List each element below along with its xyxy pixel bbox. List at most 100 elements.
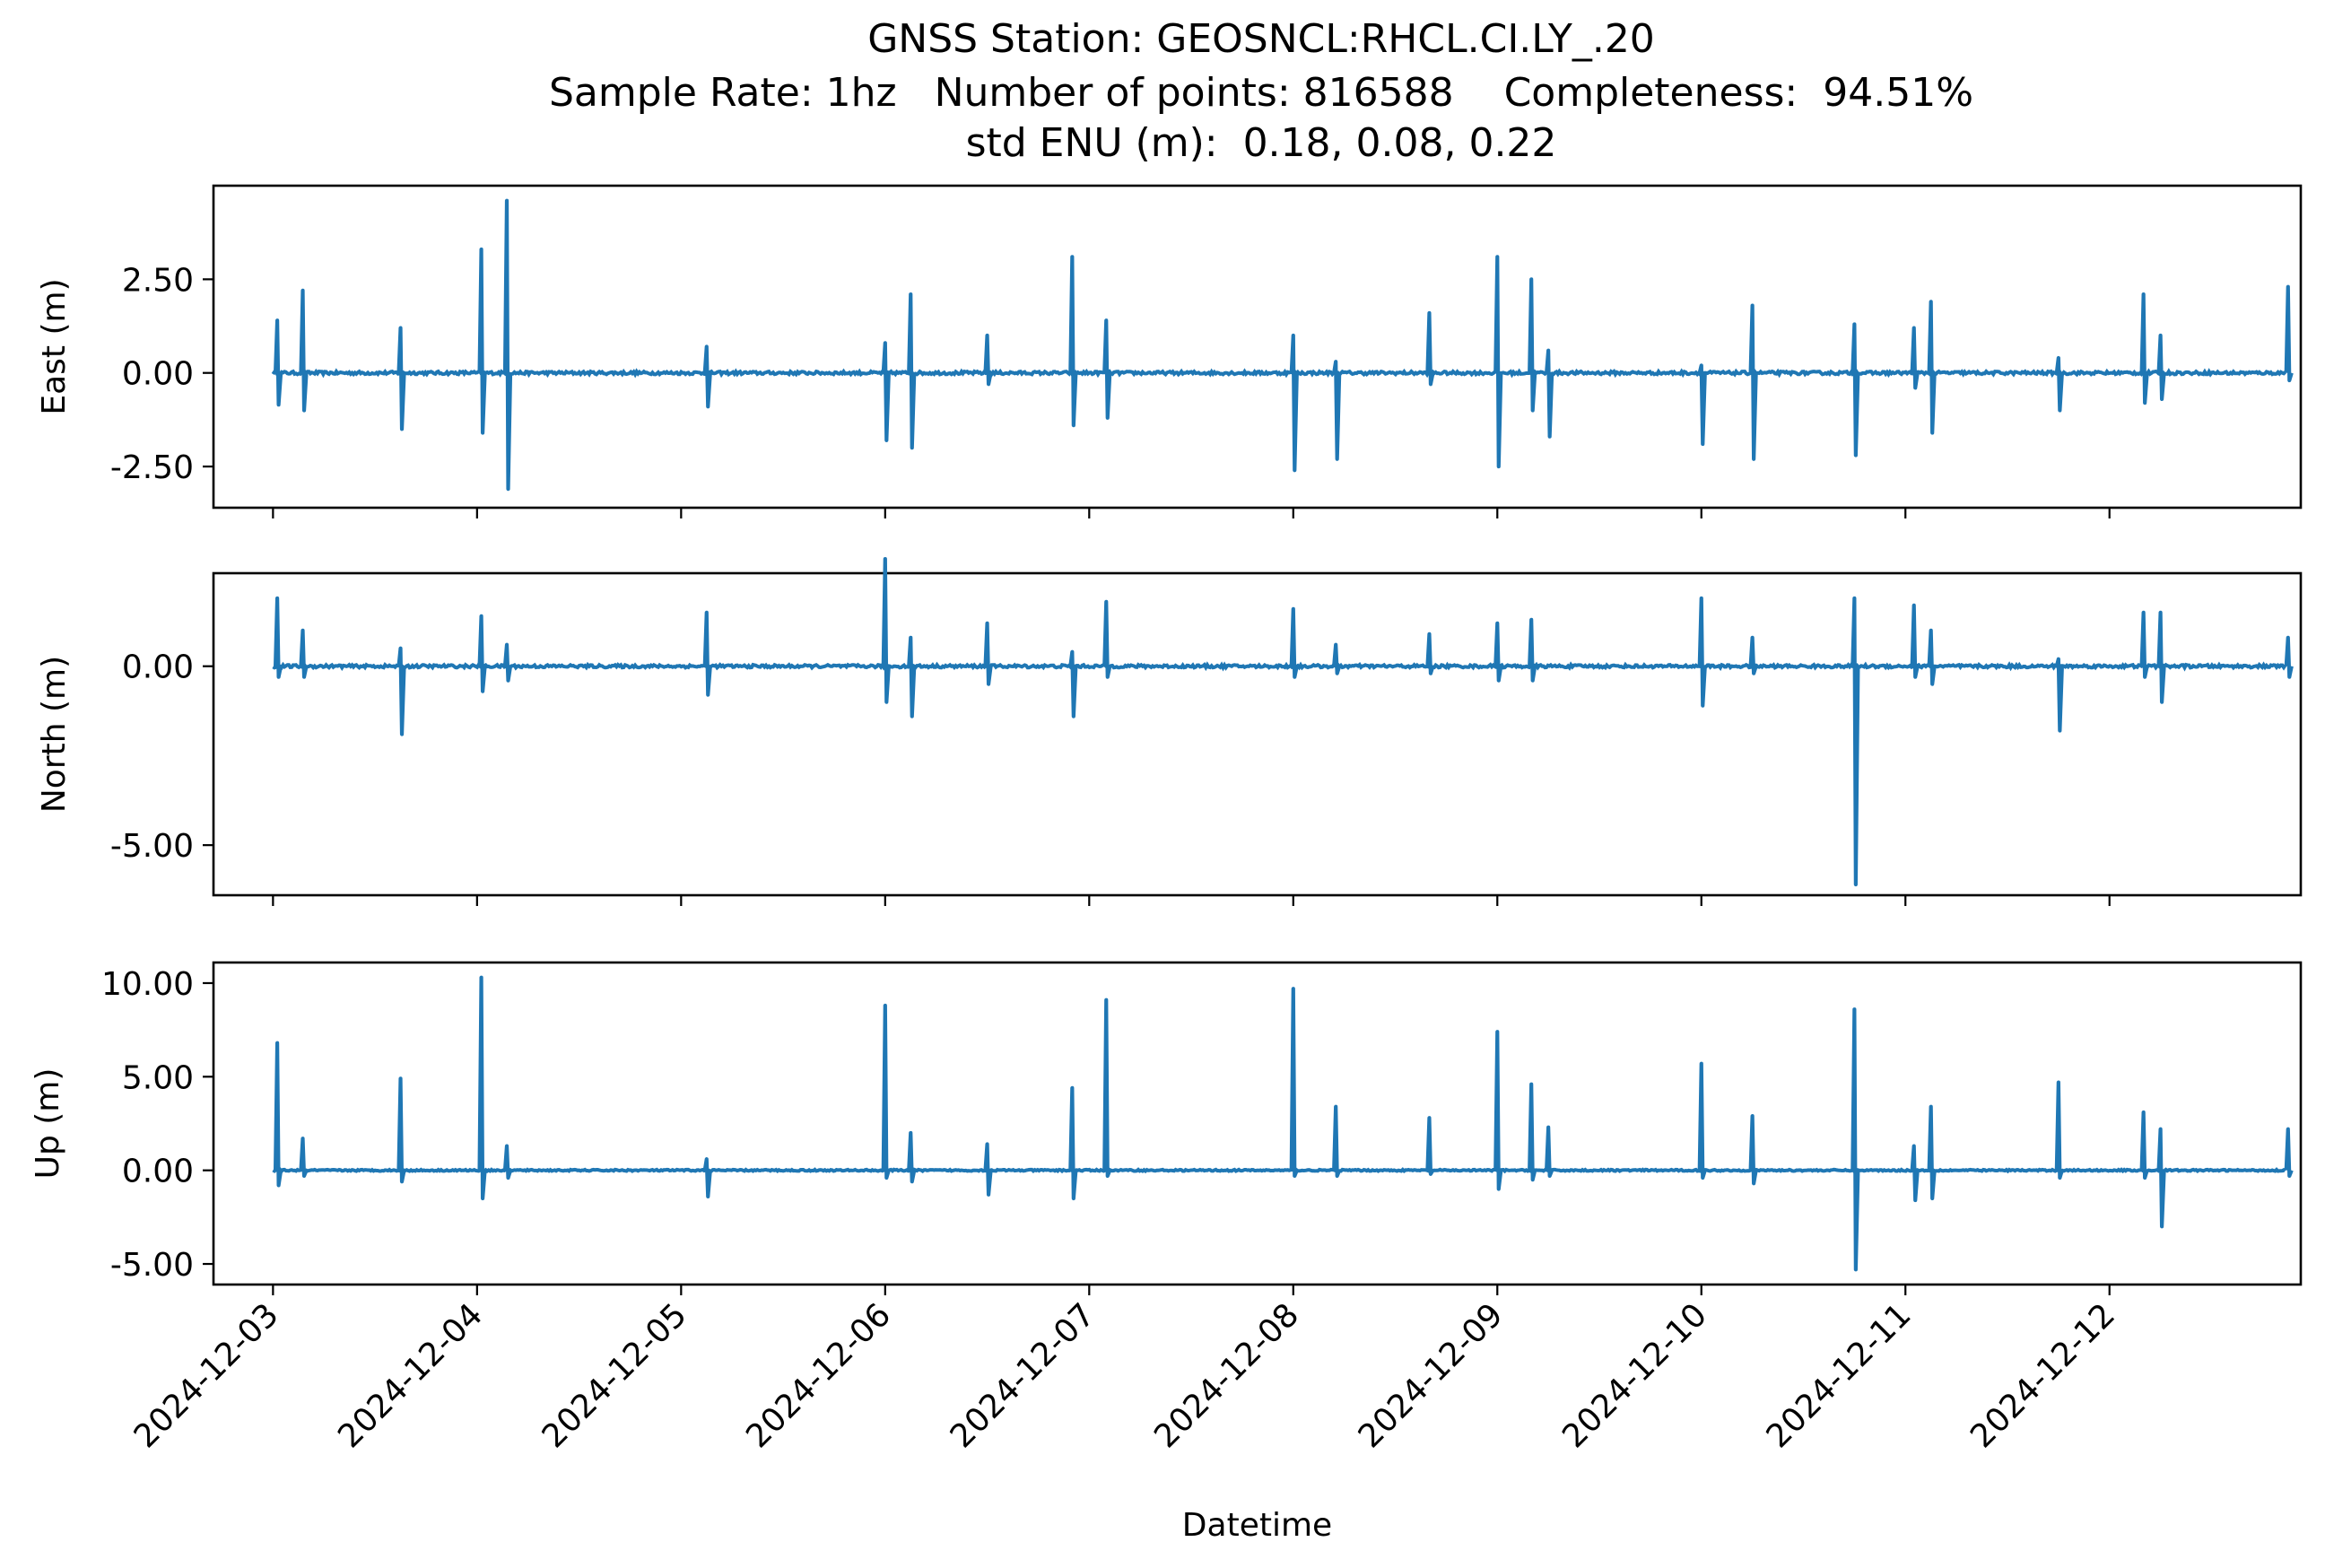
series-north-spike (1289, 606, 1299, 679)
panel-north-frame (212, 571, 2303, 897)
series-north-spike (1748, 635, 1758, 675)
series-north-spike (1697, 596, 1707, 708)
series-east-spike (1493, 255, 1503, 469)
series-up-spike (273, 1041, 283, 1188)
series-east-spike (907, 292, 917, 450)
series-north-spike (2054, 657, 2064, 733)
series-up-spike (1332, 1104, 1342, 1179)
series-north-spike (881, 556, 891, 704)
x-tick-label: 2024-12-06 (739, 1296, 898, 1455)
series-up-spike (2054, 1080, 2064, 1180)
series-north-spike (1528, 617, 1537, 683)
series-north-spike (907, 635, 917, 719)
x-tick-label: 2024-12-04 (331, 1296, 490, 1455)
series-up-spike (2284, 1127, 2294, 1179)
panel-north-y-tick-label: -5.00 (110, 828, 194, 865)
series-up-spike (396, 1076, 406, 1184)
x-axis-label: Datetime (1182, 1507, 1332, 1544)
panel-east-ylabel: East (m) (36, 278, 73, 414)
series-east-spike (2284, 284, 2294, 383)
chart-title-line-3: std ENU (m): 0.18, 0.08, 0.22 (965, 120, 1557, 166)
series-east-spike (1850, 322, 1860, 457)
series-up-spike (502, 1144, 513, 1180)
panel-up-y-tick-label: 5.00 (122, 1059, 194, 1096)
series-up-spike (1748, 1114, 1758, 1186)
series-north-spike (1910, 603, 1920, 679)
x-tick-label: 2024-12-08 (1147, 1296, 1306, 1455)
series-up-baseline (272, 1167, 2286, 1174)
series-up-spike (477, 975, 487, 1201)
series-north-spike (1332, 642, 1342, 675)
series-up-spike (1068, 1085, 1078, 1201)
series-north-spike (983, 621, 993, 686)
panel-east-frame (212, 184, 2303, 510)
series-up-spike (702, 1157, 712, 1198)
panel-north-ylabel: North (m) (36, 656, 73, 813)
series-east-spike (1068, 255, 1078, 428)
series-north-spike (2156, 610, 2166, 704)
panel-up-ylabel: Up (m) (30, 1068, 66, 1180)
series-up-spike (1102, 997, 1112, 1179)
series-east-spike (1910, 326, 1920, 390)
series-east-spike (2054, 355, 2064, 413)
series-north-spike (2284, 635, 2294, 679)
series-up-spike (1545, 1125, 1554, 1179)
series-up-spike (1289, 987, 1299, 1179)
panel-east-y-tick-label: 0.00 (122, 356, 194, 393)
series-up-spike (1910, 1144, 1920, 1203)
series-up-spike (983, 1142, 993, 1197)
series-east-spike (2156, 333, 2166, 402)
chart-title-line-2: Sample Rate: 1hz Number of points: 81658… (548, 70, 1974, 116)
series-north-spike (1927, 628, 1937, 686)
series-up-spike (1697, 1061, 1707, 1180)
series-up-spike (881, 1003, 891, 1180)
series-up-spike (1528, 1082, 1537, 1182)
x-tick-label: 2024-12-03 (127, 1296, 286, 1455)
series-north-spike (477, 614, 487, 693)
panel-up-y-tick-label: -5.00 (110, 1247, 194, 1284)
x-tick-label: 2024-12-11 (1760, 1296, 1919, 1455)
series-east-spike (502, 198, 513, 492)
series-north-spike (502, 642, 513, 683)
series-east-spike (1332, 360, 1342, 461)
series-east-spike (1528, 277, 1537, 413)
series-up-spike (2156, 1127, 2166, 1229)
series-north-spike (1068, 649, 1078, 719)
series-east-spike (1425, 310, 1435, 387)
panel-up-y-tick-label: 10.00 (101, 966, 194, 1003)
series-north-spike (1425, 632, 1435, 675)
series-east-spike (273, 318, 283, 407)
x-tick-label: 2024-12-12 (1964, 1296, 2122, 1455)
series-north-spike (273, 596, 283, 679)
series-north-spike (1102, 599, 1112, 679)
series-north-spike (1850, 596, 1860, 887)
series-east-baseline (271, 368, 2287, 379)
panel-up-y-tick-label: 0.00 (122, 1154, 194, 1190)
series-east-spike (1697, 363, 1707, 447)
series-east-spike (1289, 333, 1299, 473)
series-east-spike (1545, 348, 1554, 439)
series-east-spike (1927, 300, 1937, 435)
x-tick-label: 2024-12-10 (1555, 1296, 1714, 1455)
series-east-spike (396, 326, 406, 431)
series-up-spike (1850, 1007, 1860, 1272)
x-tick-label: 2024-12-07 (944, 1296, 1102, 1455)
series-north-spike (299, 628, 309, 679)
series-up-spike (907, 1130, 917, 1184)
series-east-spike (1102, 318, 1112, 420)
chart-title-line-1: GNSS Station: GEOSNCL:RHCL.CI.LY_.20 (867, 16, 1655, 62)
series-north-spike (702, 610, 712, 697)
series-east-spike (702, 344, 712, 409)
panel-east-y-tick-label: -2.50 (110, 449, 194, 486)
series-up-spike (1493, 1030, 1503, 1191)
series-up-spike (1927, 1104, 1937, 1201)
x-tick-label: 2024-12-09 (1352, 1296, 1511, 1455)
panel-east-y-tick-label: 2.50 (122, 262, 194, 299)
series-east-spike (299, 288, 309, 413)
series-up-spike (299, 1137, 309, 1179)
series-east-spike (983, 333, 993, 387)
series-north-spike (1493, 621, 1503, 683)
series-north-spike (2139, 610, 2149, 679)
